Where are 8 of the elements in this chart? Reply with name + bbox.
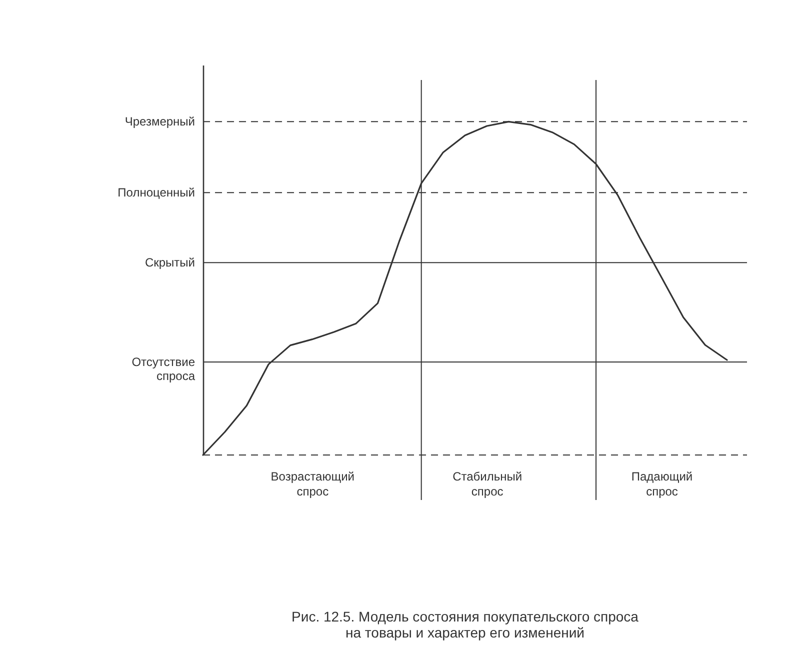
ref-line-label: Чрезмерный (124, 114, 195, 129)
x-tick-label: Стабильный спрос (452, 470, 522, 498)
ref-line-label: Полноценный (118, 186, 195, 200)
text: Рис. 12.5. Модель состояния покупательского спроса на товары и характер его изменений (292, 608, 639, 640)
x-tick-label: Возрастающий спрос (270, 470, 355, 498)
ref-line-label: Отсутствие спроса (132, 355, 196, 383)
ref-line-label: Скрытый (144, 256, 195, 270)
x-tick-label: Падающий спрос (631, 470, 693, 498)
